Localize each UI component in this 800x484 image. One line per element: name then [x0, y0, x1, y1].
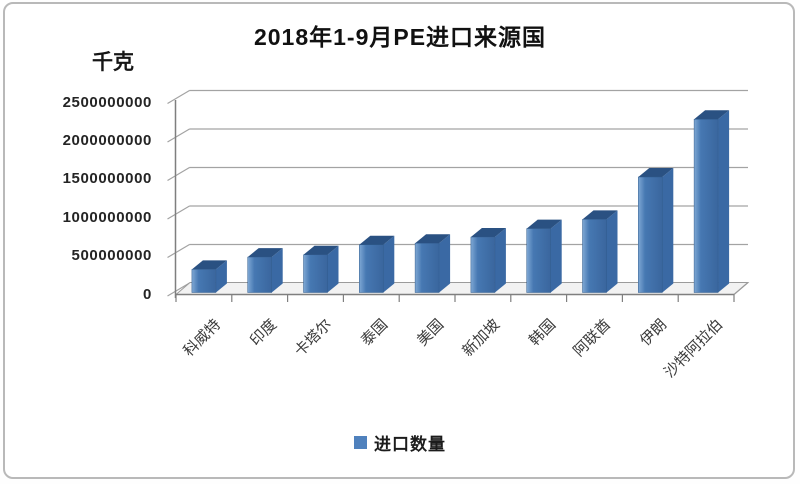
chart-title: 2018年1-9月PE进口来源国	[253, 24, 547, 50]
y-tick-label: 0	[143, 286, 152, 303]
bar-column-沙特阿拉伯	[693, 110, 730, 293]
bar-column-泰国	[359, 235, 395, 293]
y-tick-label: 1500000000	[62, 170, 152, 187]
bar-column-卡塔尔	[303, 245, 339, 293]
bar-column-伊朗	[638, 168, 674, 293]
y-tick-label: 1000000000	[62, 209, 152, 226]
bar-column-印度	[247, 248, 283, 293]
y-tick-label: 2000000000	[62, 132, 152, 149]
y-tick-label: 2500000000	[62, 94, 152, 111]
legend: 进口数量	[0, 430, 800, 455]
bar-column-韩国	[526, 219, 562, 293]
bar-column-新加坡	[470, 228, 506, 293]
bar-column-科威特	[191, 260, 227, 293]
bar-column-阿联酋	[582, 210, 618, 293]
bar-column-美国	[414, 234, 451, 293]
y-tick-label: 500000000	[71, 247, 152, 264]
legend-label: 进口数量	[374, 435, 446, 454]
legend-marker-icon	[354, 436, 367, 449]
y-axis-unit-label: 千克	[92, 51, 134, 74]
